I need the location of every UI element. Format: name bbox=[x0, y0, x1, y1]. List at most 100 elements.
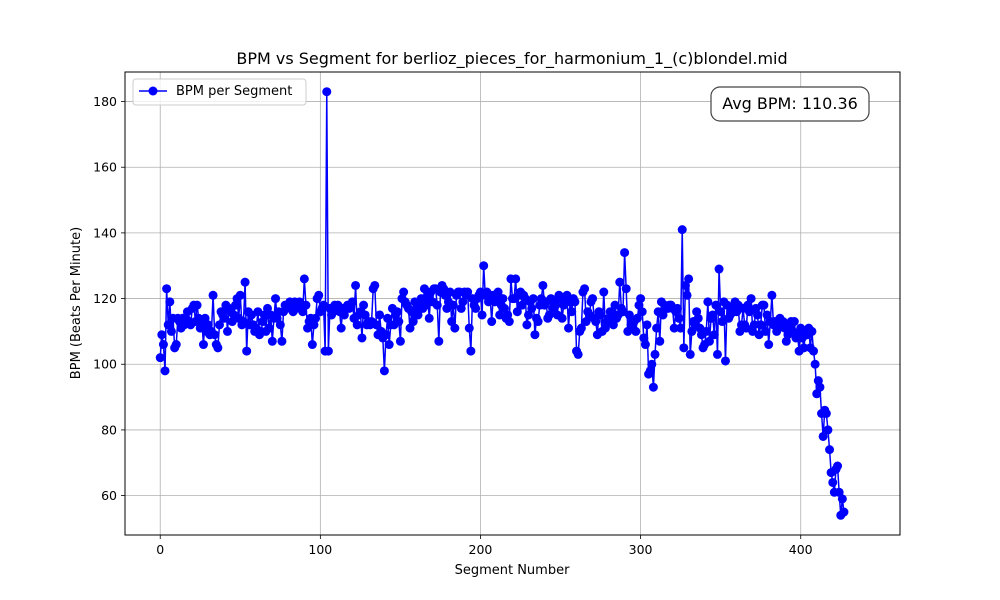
data-point bbox=[352, 320, 362, 330]
tick-layer: 0 100 200 300 400 60 80 100 120 140 160 180 bbox=[93, 94, 813, 557]
data-point bbox=[512, 307, 522, 317]
data-point bbox=[347, 297, 357, 307]
data-point bbox=[761, 326, 770, 336]
data-point bbox=[487, 317, 497, 327]
chart-title: BPM vs Segment for berlioz_pieces_for_ha… bbox=[236, 49, 787, 69]
data-point bbox=[833, 461, 843, 471]
data-point bbox=[379, 366, 389, 376]
y-tick-label: 140 bbox=[93, 225, 117, 240]
data-point bbox=[637, 307, 647, 317]
data-point bbox=[448, 300, 458, 310]
data-point bbox=[533, 317, 543, 327]
data-point bbox=[528, 294, 538, 304]
data-point bbox=[299, 274, 309, 284]
data-point bbox=[591, 317, 601, 327]
legend: BPM per Segment bbox=[132, 78, 307, 106]
data-point bbox=[413, 310, 423, 320]
data-point bbox=[837, 494, 847, 504]
data-point bbox=[685, 349, 695, 359]
data-point bbox=[527, 303, 537, 313]
y-axis-label: BPM (Beats Per Minute) bbox=[69, 227, 84, 379]
x-tick-label: 300 bbox=[629, 542, 653, 557]
data-point bbox=[301, 300, 311, 310]
data-point bbox=[450, 323, 460, 333]
data-point bbox=[359, 300, 369, 310]
data-point bbox=[434, 336, 444, 346]
data-point bbox=[752, 310, 762, 320]
x-tick-label: 200 bbox=[469, 542, 493, 557]
x-tick-label: 400 bbox=[789, 542, 813, 557]
data-point bbox=[357, 333, 367, 343]
data-point bbox=[704, 336, 714, 346]
data-point bbox=[708, 310, 718, 320]
data-point bbox=[275, 320, 285, 330]
data-point bbox=[642, 320, 652, 330]
data-point bbox=[408, 317, 418, 327]
data-point bbox=[799, 343, 809, 353]
data-point bbox=[621, 284, 631, 294]
data-point bbox=[677, 225, 687, 235]
data-point bbox=[466, 346, 476, 356]
data-point bbox=[392, 307, 402, 317]
plot-frame bbox=[124, 71, 901, 536]
data-point bbox=[370, 280, 380, 290]
data-point bbox=[504, 317, 514, 327]
data-point bbox=[716, 307, 726, 317]
data-point bbox=[242, 346, 252, 356]
data-point bbox=[810, 359, 820, 369]
data-point bbox=[155, 353, 165, 363]
data-point bbox=[823, 425, 833, 435]
data-point bbox=[818, 431, 828, 441]
data-point bbox=[522, 320, 532, 330]
data-point bbox=[570, 297, 580, 307]
y-tick-label: 180 bbox=[93, 94, 117, 109]
data-point bbox=[479, 261, 489, 271]
data-point bbox=[674, 313, 684, 323]
data-point bbox=[701, 326, 711, 336]
data-point bbox=[157, 330, 167, 340]
data-point bbox=[580, 284, 590, 294]
data-point bbox=[463, 287, 473, 297]
annotation-box bbox=[710, 86, 870, 122]
data-point bbox=[567, 307, 577, 317]
grid-layer bbox=[125, 72, 900, 535]
data-point bbox=[624, 310, 634, 320]
data-point bbox=[679, 343, 689, 353]
data-point bbox=[213, 343, 223, 353]
data-point bbox=[573, 349, 583, 359]
data-point bbox=[767, 290, 777, 300]
y-tick-label: 100 bbox=[93, 357, 117, 372]
data-point bbox=[394, 317, 404, 327]
data-point bbox=[764, 340, 774, 350]
data-point bbox=[632, 313, 642, 323]
data-point bbox=[789, 317, 799, 327]
data-point bbox=[192, 300, 202, 310]
data-point bbox=[756, 320, 766, 330]
data-point bbox=[477, 310, 487, 320]
data-point bbox=[493, 287, 503, 297]
data-point bbox=[825, 445, 835, 455]
data-point bbox=[214, 320, 224, 330]
data-point bbox=[219, 313, 229, 323]
data-point bbox=[655, 336, 665, 346]
data-point bbox=[682, 290, 692, 300]
data-point bbox=[158, 340, 168, 350]
data-point bbox=[498, 294, 508, 304]
data-point bbox=[576, 323, 586, 333]
x-tick-label: 0 bbox=[156, 542, 164, 557]
data-point bbox=[703, 297, 713, 307]
data-point bbox=[314, 290, 324, 300]
data-point bbox=[647, 359, 657, 369]
legend-marker-swatch bbox=[148, 86, 158, 96]
data-point bbox=[809, 346, 819, 356]
data-point bbox=[399, 287, 409, 297]
data-point bbox=[807, 326, 817, 336]
data-point bbox=[240, 277, 250, 287]
data-point bbox=[464, 323, 474, 333]
data-point bbox=[684, 274, 694, 284]
data-point bbox=[307, 340, 317, 350]
data-point bbox=[210, 330, 220, 340]
data-point bbox=[551, 300, 561, 310]
data-point bbox=[712, 349, 722, 359]
